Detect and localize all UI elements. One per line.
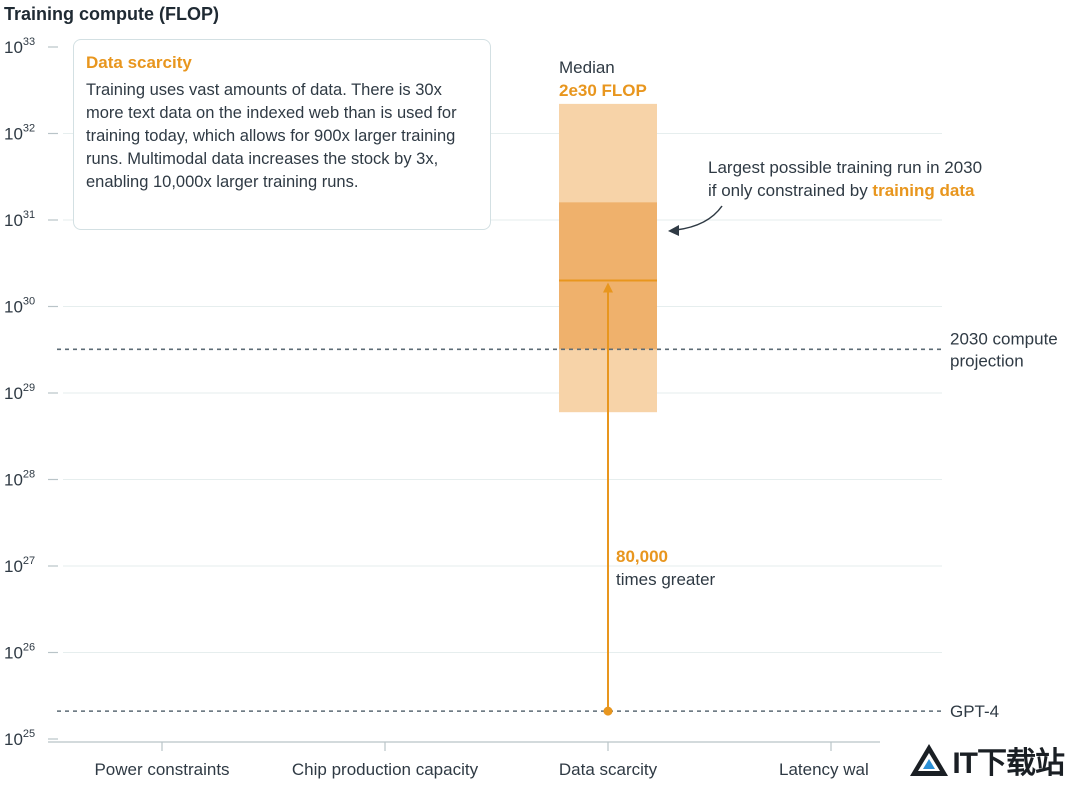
y-axis-title: Training compute (FLOP)	[4, 4, 219, 24]
gridlines	[63, 133, 942, 653]
y-tick-label: 1032	[4, 123, 35, 144]
y-tick-label: 1027	[4, 555, 35, 576]
x-tick-label: Chip production capacity	[292, 760, 479, 779]
annotation-pointer-head	[668, 225, 679, 236]
callout-body: Training uses vast amounts of data. Ther…	[86, 81, 457, 191]
triangle-logo-icon	[908, 742, 950, 778]
median-label: 2e30 FLOP	[559, 81, 647, 100]
y-tick-label: 1031	[4, 209, 35, 230]
y-tick-label: 1030	[4, 296, 35, 317]
annotation-pointer	[675, 205, 723, 231]
reference-label: GPT-4	[950, 702, 999, 721]
data-scarcity-callout: Data scarcity Training uses vast amounts…	[73, 39, 491, 230]
y-tick-label: 1028	[4, 469, 35, 490]
arrow-origin-dot	[603, 706, 613, 716]
callout-title: Data scarcity	[86, 53, 192, 72]
x-tick-label: Power constraints	[94, 760, 229, 779]
annotation-line-2: if only constrained by training data	[708, 181, 975, 200]
median-heading: Median	[559, 58, 615, 77]
growth-arrow: 80,000 times greater	[603, 282, 716, 716]
x-axis: Power constraints Chip production capacit…	[48, 741, 880, 779]
y-tick-label: 1025	[4, 728, 35, 749]
reference-label: projection	[950, 351, 1024, 370]
reference-lines: 2030 compute projection GPT-4	[57, 329, 1058, 721]
y-tick-label: 1033	[4, 36, 35, 57]
annotation-line-1: Largest possible training run in 2030	[708, 158, 982, 177]
reference-label: 2030 compute	[950, 329, 1058, 348]
annotation: Largest possible training run in 2030 if …	[668, 158, 982, 236]
y-tick-label: 1029	[4, 382, 35, 403]
x-tick-label: Data scarcity	[559, 760, 658, 779]
y-tick-label: 1026	[4, 642, 35, 663]
arrow-value-label: 80,000	[616, 547, 668, 566]
watermark-logo: IT下载站	[898, 738, 1065, 782]
arrow-head	[603, 282, 613, 293]
watermark-text: IT下载站	[952, 747, 1065, 780]
y-axis-ticks: 1033 1032 1031 1030 1029 1028 1027 1026 1025	[4, 36, 58, 749]
arrow-text-label: times greater	[616, 570, 716, 589]
x-tick-label: Latency wal	[779, 760, 869, 779]
